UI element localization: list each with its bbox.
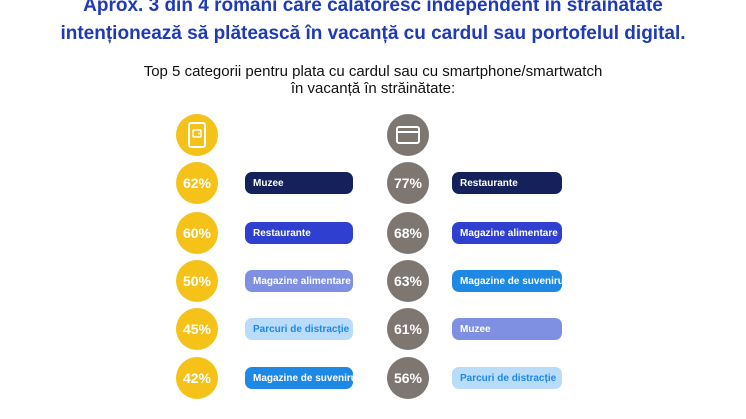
- subtitle-line-1: Top 5 categorii pentru plata cu cardul s…: [143, 63, 603, 80]
- category-bar: Muzee: [245, 172, 353, 194]
- headline-line-1: Aprox. 3 din 4 români care călătoresc in…: [83, 0, 663, 16]
- value-circle: 42%: [176, 357, 218, 399]
- category-bar: Parcuri de distracție: [245, 318, 353, 340]
- headline-line-2: intenționează să plătească în vacanță cu…: [60, 23, 686, 44]
- category-bar: Parcuri de distracție: [452, 367, 562, 389]
- card-icon: [387, 114, 429, 156]
- category-bar: Magazine de suveniruri: [245, 367, 353, 389]
- smartphone-wallet-icon: [176, 114, 218, 156]
- category-bar: Magazine de suveniruri: [452, 270, 562, 292]
- category-bar: Restaurante: [452, 172, 562, 194]
- value-circle: 63%: [387, 260, 429, 302]
- value-circle: 50%: [176, 260, 218, 302]
- value-circle: 56%: [387, 357, 429, 399]
- value-circle: 77%: [387, 162, 429, 204]
- value-circle: 61%: [387, 308, 429, 350]
- category-bar: Magazine alimentare: [452, 222, 562, 244]
- subtitle-line-2: în vacanță în străinătate:: [290, 80, 456, 97]
- category-bar: Magazine alimentare: [245, 270, 353, 292]
- value-circle: 45%: [176, 308, 218, 350]
- value-circle: 62%: [176, 162, 218, 204]
- value-circle: 68%: [387, 212, 429, 254]
- value-circle: 60%: [176, 212, 218, 254]
- category-bar: Muzee: [452, 318, 562, 340]
- category-bar: Restaurante: [245, 222, 353, 244]
